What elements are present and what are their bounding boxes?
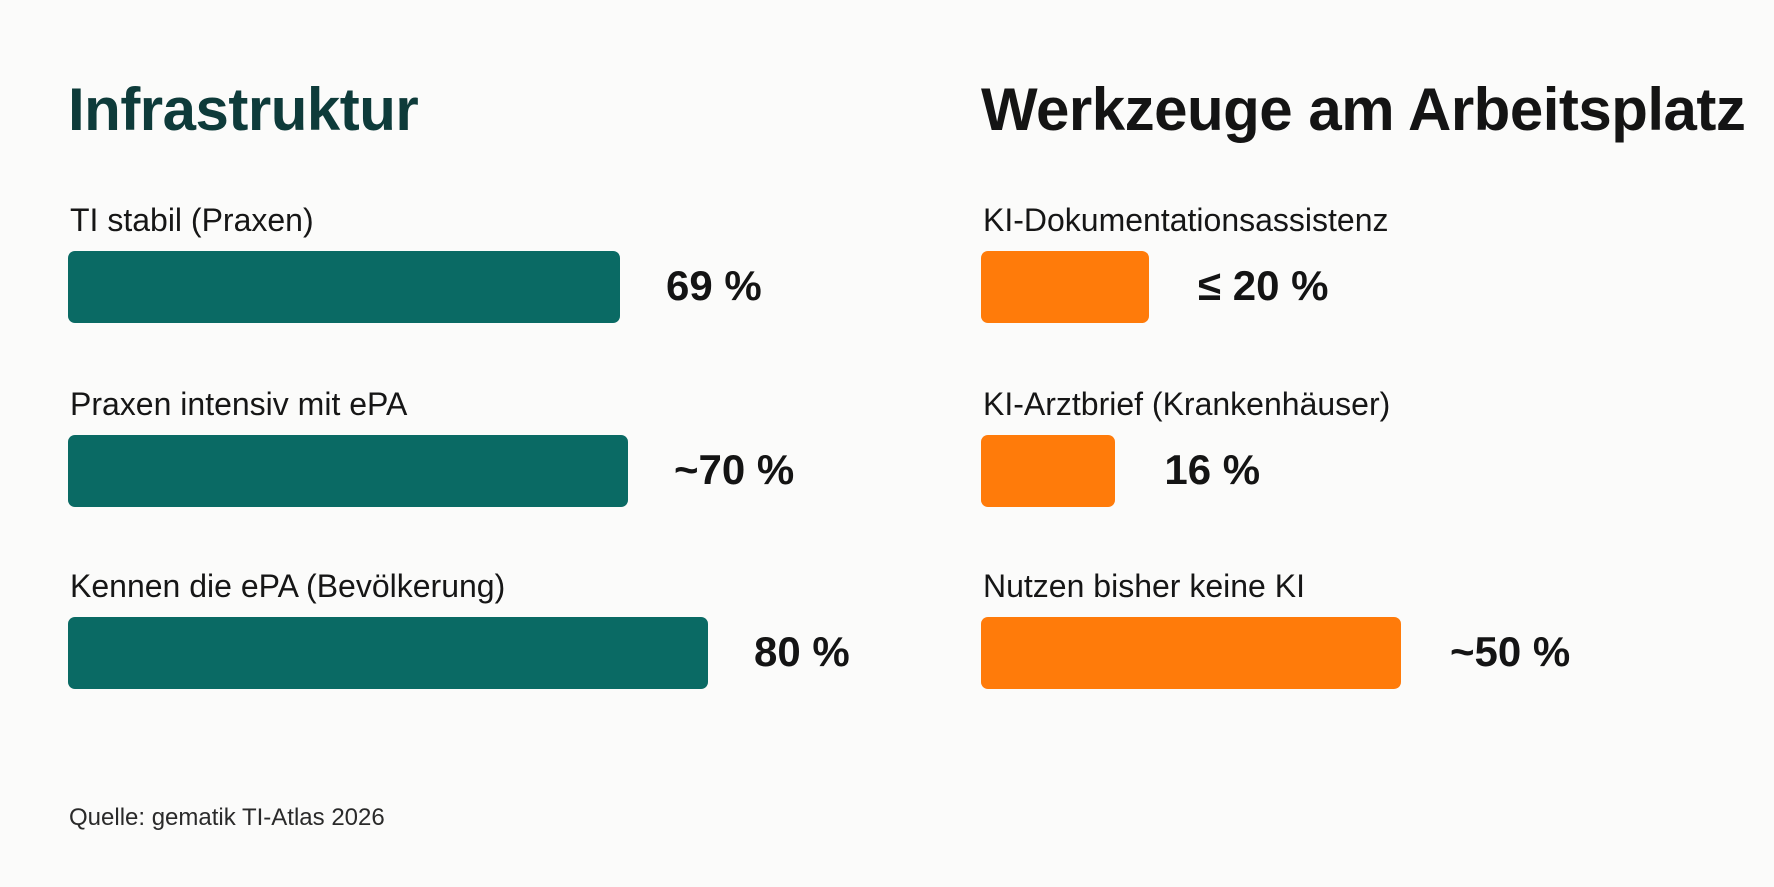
bar [981, 251, 1149, 323]
category-label: TI stabil (Praxen) [70, 202, 314, 238]
value-label: ~70 % [674, 446, 795, 493]
value-label: ≤ 20 % [1198, 262, 1329, 309]
bar [981, 435, 1116, 507]
category-label: Kennen die ePA (Bevölkerung) [70, 568, 506, 604]
bar [68, 435, 628, 507]
category-label: KI-Dokumentationsassistenz [983, 202, 1389, 238]
value-label: 69 % [666, 262, 762, 309]
panel-title-infrastruktur: Infrastruktur [68, 76, 419, 143]
bar-row: Nutzen bisher keine KI ~50 % [981, 566, 1761, 689]
bar-row: TI stabil (Praxen) 69 % [68, 200, 908, 323]
panel-title-werkzeuge: Werkzeuge am Arbeitsplatz [981, 76, 1746, 143]
category-label: Nutzen bisher keine KI [983, 568, 1305, 604]
bar [68, 617, 708, 689]
value-label: 80 % [754, 628, 850, 675]
bar [981, 617, 1401, 689]
source-note: Quelle: gematik TI-Atlas 2026 [69, 804, 385, 831]
bar-row: Kennen die ePA (Bevölkerung) 80 % [68, 566, 908, 689]
bar [68, 251, 620, 323]
category-label: KI-Arztbrief (Krankenhäuser) [983, 386, 1391, 422]
value-label: ~50 % [1450, 628, 1571, 675]
bar-row: KI-Arztbrief (Krankenhäuser) 16 % [981, 384, 1761, 507]
value-label: 16 % [1164, 446, 1261, 493]
bar-row: Praxen intensiv mit ePA ~70 % [68, 384, 908, 507]
category-label: Praxen intensiv mit ePA [70, 386, 408, 422]
bar-row: KI-Dokumentationsassistenz ≤ 20 % [981, 200, 1761, 323]
